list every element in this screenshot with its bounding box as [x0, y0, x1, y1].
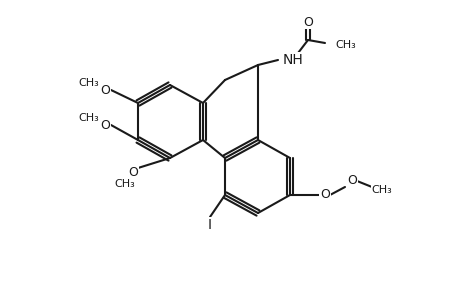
Text: O: O	[319, 188, 329, 202]
Text: CH₃: CH₃	[78, 113, 99, 123]
Text: O: O	[100, 83, 110, 97]
Text: NH: NH	[282, 53, 303, 67]
Text: CH₃: CH₃	[371, 185, 392, 195]
Text: CH₃: CH₃	[78, 78, 99, 88]
Text: O: O	[302, 16, 312, 28]
Text: O: O	[128, 166, 138, 178]
Text: CH₃: CH₃	[334, 40, 355, 50]
Text: CH₃: CH₃	[114, 179, 135, 189]
Text: O: O	[100, 118, 110, 131]
Text: I: I	[207, 218, 212, 232]
Text: O: O	[346, 175, 356, 188]
